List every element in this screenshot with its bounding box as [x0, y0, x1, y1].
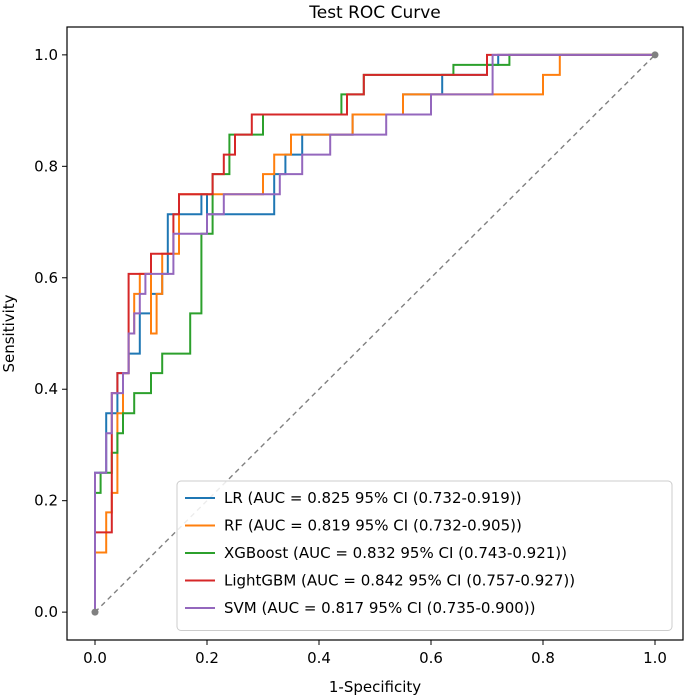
- chance-diagonal-line: [94, 54, 656, 613]
- legend-label: XGBoost (AUC = 0.832 95% CI (0.743-0.921…: [224, 544, 567, 562]
- x-tick-label: 0.0: [83, 649, 107, 667]
- legend-label: LR (AUC = 0.825 95% CI (0.732-0.919)): [224, 489, 522, 507]
- legend-label: LightGBM (AUC = 0.842 95% CI (0.757-0.92…: [224, 572, 575, 590]
- chart-title: Test ROC Curve: [308, 3, 441, 23]
- x-tick-label: 0.4: [307, 649, 331, 667]
- axes-frame: [66, 26, 684, 641]
- y-axis-label: Sensitivity: [0, 294, 18, 372]
- y-tick-label: 0.0: [34, 603, 58, 621]
- diagonal-start-marker: [91, 608, 99, 616]
- y-tick-label: 0.6: [34, 269, 58, 287]
- roc-curve-series-4: [94, 53, 655, 613]
- x-axis-label: 1-Specificity: [329, 678, 421, 696]
- legend: LR (AUC = 0.825 95% CI (0.732-0.919)) RF …: [176, 480, 673, 631]
- legend-label: SVM (AUC = 0.817 95% CI (0.735-0.900)): [224, 599, 536, 617]
- x-tick-label: 1.0: [643, 649, 667, 667]
- legend-box: [176, 480, 673, 631]
- roc-curve-series-3: [94, 53, 655, 613]
- y-axis: 0.0 0.2 0.4 0.6 0.8 1.0: [34, 46, 67, 621]
- x-tick-label: 0.8: [531, 649, 555, 667]
- plot-area: [91, 51, 659, 616]
- x-axis: 0.0 0.2 0.4 0.6 0.8 1.0: [83, 640, 667, 667]
- y-tick-label: 1.0: [34, 46, 58, 64]
- y-tick-label: 0.2: [34, 492, 58, 510]
- x-tick-label: 0.2: [195, 649, 219, 667]
- x-tick-label: 0.6: [419, 649, 443, 667]
- y-tick-label: 0.8: [34, 157, 58, 175]
- y-tick-label: 0.4: [34, 380, 58, 398]
- diagonal-end-marker: [651, 51, 659, 59]
- legend-label: RF (AUC = 0.819 95% CI (0.732-0.905)): [224, 517, 522, 535]
